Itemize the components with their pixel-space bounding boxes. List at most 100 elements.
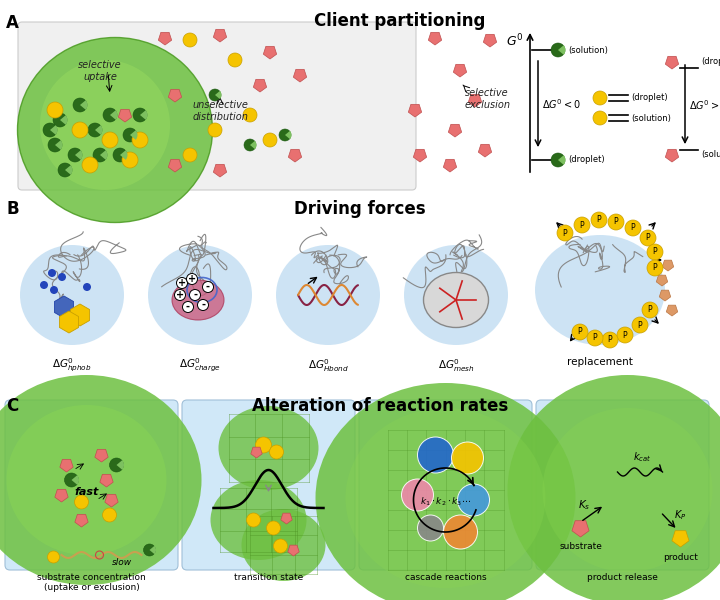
Wedge shape bbox=[215, 91, 222, 99]
Circle shape bbox=[50, 286, 58, 294]
Polygon shape bbox=[95, 449, 108, 462]
Polygon shape bbox=[454, 64, 467, 77]
Text: P: P bbox=[631, 223, 635, 232]
Polygon shape bbox=[572, 521, 589, 537]
Circle shape bbox=[256, 437, 271, 453]
Text: $\Delta G^0_{charge}$: $\Delta G^0_{charge}$ bbox=[179, 357, 221, 374]
Circle shape bbox=[263, 133, 277, 147]
Text: replacement: replacement bbox=[567, 357, 633, 367]
Circle shape bbox=[133, 108, 147, 122]
Text: P: P bbox=[593, 334, 598, 343]
Circle shape bbox=[109, 458, 124, 472]
Text: P: P bbox=[646, 233, 650, 242]
Circle shape bbox=[58, 273, 66, 281]
Circle shape bbox=[176, 277, 187, 289]
Circle shape bbox=[593, 91, 607, 105]
Circle shape bbox=[48, 551, 60, 563]
Circle shape bbox=[123, 128, 137, 142]
Circle shape bbox=[451, 442, 484, 474]
Wedge shape bbox=[558, 45, 565, 55]
Text: $G^0$: $G^0$ bbox=[506, 33, 524, 50]
Ellipse shape bbox=[0, 375, 202, 585]
Circle shape bbox=[591, 212, 607, 228]
Circle shape bbox=[58, 163, 72, 177]
Circle shape bbox=[82, 157, 98, 173]
Text: P: P bbox=[648, 305, 652, 314]
Circle shape bbox=[608, 214, 624, 230]
Wedge shape bbox=[80, 100, 88, 110]
Text: $\Delta G^0 < 0$: $\Delta G^0 < 0$ bbox=[542, 97, 581, 111]
Circle shape bbox=[632, 317, 648, 333]
Circle shape bbox=[182, 301, 194, 313]
Circle shape bbox=[132, 132, 148, 148]
Circle shape bbox=[183, 148, 197, 162]
Text: substrate concentration
(uptake or exclusion): substrate concentration (uptake or exclu… bbox=[37, 573, 146, 592]
Ellipse shape bbox=[535, 235, 665, 345]
Ellipse shape bbox=[20, 245, 124, 345]
Ellipse shape bbox=[241, 509, 325, 581]
Wedge shape bbox=[120, 150, 127, 160]
Circle shape bbox=[143, 544, 156, 556]
Ellipse shape bbox=[40, 60, 170, 190]
Circle shape bbox=[625, 220, 641, 236]
Circle shape bbox=[418, 515, 444, 541]
Circle shape bbox=[269, 445, 284, 459]
Wedge shape bbox=[285, 131, 292, 139]
Circle shape bbox=[557, 225, 573, 241]
Circle shape bbox=[186, 274, 197, 284]
Polygon shape bbox=[118, 109, 132, 122]
Circle shape bbox=[53, 113, 67, 127]
Text: P: P bbox=[577, 328, 582, 337]
Text: product: product bbox=[663, 553, 698, 562]
Circle shape bbox=[551, 43, 565, 57]
Text: selective
uptake: selective uptake bbox=[78, 60, 122, 82]
Circle shape bbox=[93, 148, 107, 162]
Circle shape bbox=[74, 495, 89, 509]
Text: $K_s$: $K_s$ bbox=[578, 498, 590, 512]
Ellipse shape bbox=[542, 408, 713, 572]
Polygon shape bbox=[665, 56, 679, 69]
Polygon shape bbox=[428, 32, 441, 45]
Circle shape bbox=[402, 479, 433, 511]
Circle shape bbox=[228, 53, 242, 67]
Polygon shape bbox=[168, 89, 181, 102]
Polygon shape bbox=[168, 160, 181, 172]
Polygon shape bbox=[75, 514, 88, 527]
Text: transition state: transition state bbox=[234, 573, 303, 582]
Wedge shape bbox=[250, 141, 256, 149]
Text: slow: slow bbox=[112, 558, 132, 567]
Text: +: + bbox=[188, 274, 196, 284]
Text: P: P bbox=[623, 331, 627, 340]
Polygon shape bbox=[213, 164, 227, 177]
Text: (droplet): (droplet) bbox=[631, 92, 667, 101]
Ellipse shape bbox=[6, 405, 166, 555]
Circle shape bbox=[246, 513, 261, 527]
Text: $k_{cat}$: $k_{cat}$ bbox=[634, 450, 652, 464]
Text: +: + bbox=[176, 290, 184, 300]
Polygon shape bbox=[666, 305, 678, 316]
Circle shape bbox=[244, 139, 256, 151]
Wedge shape bbox=[117, 460, 124, 470]
Circle shape bbox=[593, 111, 607, 125]
Polygon shape bbox=[55, 296, 73, 318]
Circle shape bbox=[209, 89, 221, 101]
Polygon shape bbox=[288, 149, 302, 162]
Text: (droplet): (droplet) bbox=[701, 58, 720, 67]
Polygon shape bbox=[105, 494, 118, 507]
Text: Driving forces: Driving forces bbox=[294, 200, 426, 218]
Text: $\Delta G^0_{hphob}$: $\Delta G^0_{hphob}$ bbox=[52, 357, 92, 374]
FancyBboxPatch shape bbox=[536, 400, 709, 570]
Polygon shape bbox=[71, 304, 89, 326]
Text: fast: fast bbox=[74, 487, 99, 497]
Polygon shape bbox=[483, 34, 497, 47]
Text: -: - bbox=[186, 302, 190, 312]
Polygon shape bbox=[253, 79, 266, 92]
FancyBboxPatch shape bbox=[18, 22, 416, 190]
Text: A: A bbox=[6, 14, 19, 32]
Polygon shape bbox=[444, 160, 456, 172]
Circle shape bbox=[102, 508, 117, 522]
Text: (solution): (solution) bbox=[701, 151, 720, 160]
Circle shape bbox=[202, 281, 214, 292]
Ellipse shape bbox=[315, 383, 575, 600]
Circle shape bbox=[83, 283, 91, 291]
